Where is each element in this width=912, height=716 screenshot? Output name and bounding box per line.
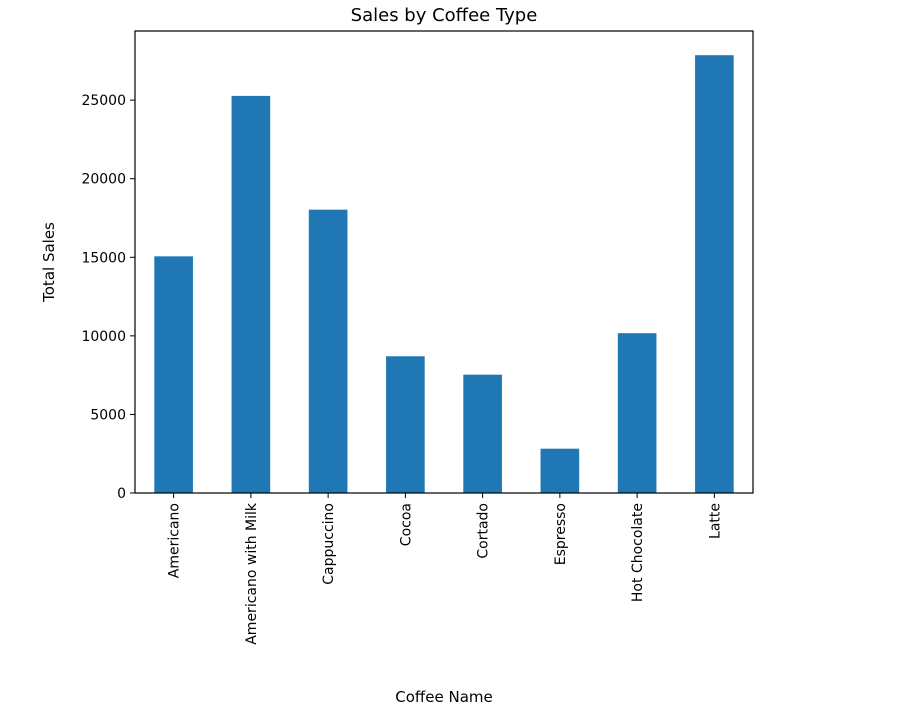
x-tick-label: Hot Chocolate (630, 503, 646, 602)
y-tick-label: 5000 (90, 407, 126, 423)
bars-group (154, 55, 734, 494)
x-tick-label: Americano (167, 503, 183, 578)
x-tick-label: Cocoa (398, 503, 414, 546)
x-tick-label: Espresso (553, 503, 569, 565)
chart-title: Sales by Coffee Type (351, 5, 538, 26)
bar-cocoa (386, 356, 425, 493)
bar-espresso (540, 448, 580, 493)
bar-latte (695, 55, 734, 493)
x-tick-label: Americano with Milk (244, 502, 260, 645)
x-tick-label: Cappuccino (321, 503, 337, 585)
x-tick-label: Cortado (476, 503, 492, 559)
x-axis-label: Coffee Name (395, 688, 492, 706)
x-axis: Americano Americano with Milk Cappuccino Co… (167, 493, 723, 645)
x-tick-label: Latte (707, 503, 723, 539)
bar-americano-with-milk (231, 95, 271, 494)
y-tick-label: 20000 (81, 172, 126, 188)
y-tick-label: 10000 (81, 329, 126, 345)
y-tick-label: 25000 (81, 93, 126, 109)
y-axis-label: Total Sales (40, 222, 58, 303)
bar-cortado (463, 374, 502, 493)
bar-hot-chocolate (617, 333, 657, 493)
plot-frame (134, 30, 754, 494)
y-axis: 0 5000 10000 15000 20000 25000 (81, 93, 135, 502)
bar-americano (154, 256, 193, 493)
y-tick-label: 0 (117, 486, 126, 502)
y-tick-label: 15000 (81, 250, 126, 266)
bar-cappuccino (308, 209, 348, 493)
